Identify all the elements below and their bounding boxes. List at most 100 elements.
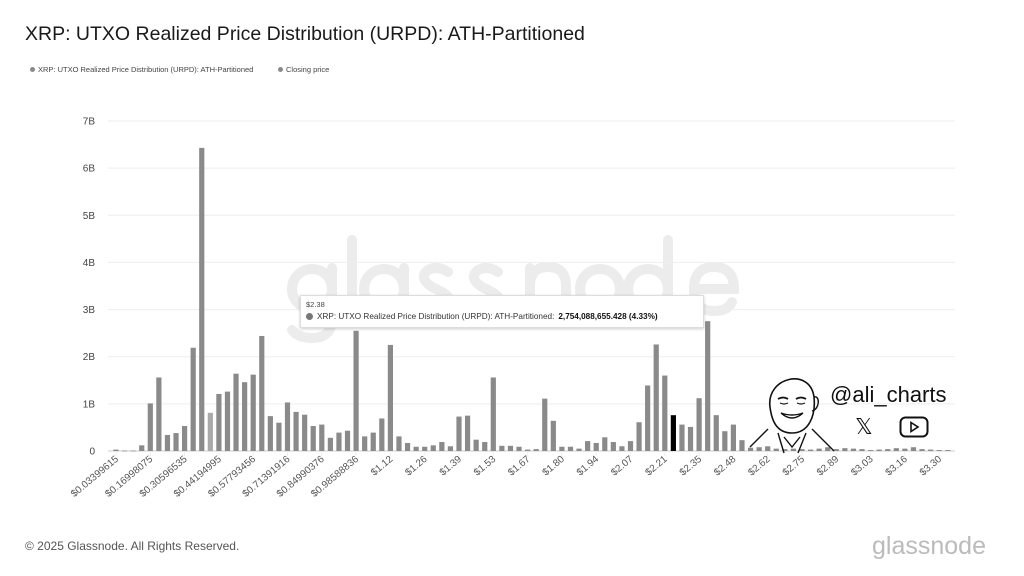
bar[interactable] xyxy=(910,447,917,451)
bar[interactable] xyxy=(799,449,805,451)
bar[interactable] xyxy=(396,436,402,451)
bar[interactable] xyxy=(559,446,565,451)
bar[interactable] xyxy=(242,382,248,451)
bar[interactable] xyxy=(276,422,282,451)
bar[interactable] xyxy=(310,426,316,451)
bar[interactable] xyxy=(353,330,359,451)
bar[interactable] xyxy=(190,347,196,451)
bar[interactable] xyxy=(576,448,582,451)
bar[interactable] xyxy=(507,445,514,451)
bar[interactable] xyxy=(302,414,308,451)
bar[interactable] xyxy=(199,147,205,451)
bar[interactable] xyxy=(439,442,445,451)
bar[interactable] xyxy=(627,441,634,451)
bar[interactable] xyxy=(593,442,599,451)
bar[interactable] xyxy=(473,439,479,451)
bar[interactable] xyxy=(387,344,393,451)
bar[interactable] xyxy=(542,398,548,451)
bar[interactable] xyxy=(156,377,162,451)
bar[interactable] xyxy=(730,424,736,451)
youtube-icon[interactable] xyxy=(899,416,929,438)
bar[interactable] xyxy=(902,448,908,451)
bar[interactable] xyxy=(705,321,711,451)
bar[interactable] xyxy=(413,446,419,451)
bar[interactable] xyxy=(362,436,368,451)
bar[interactable] xyxy=(859,449,865,451)
bar[interactable] xyxy=(850,448,857,451)
bar[interactable] xyxy=(121,450,128,452)
bar[interactable] xyxy=(516,446,522,451)
bar[interactable] xyxy=(662,375,668,451)
bar[interactable] xyxy=(113,449,119,451)
bar[interactable] xyxy=(344,430,351,451)
bar[interactable] xyxy=(919,449,925,451)
bar[interactable] xyxy=(893,448,899,451)
bar[interactable] xyxy=(653,344,659,451)
bar[interactable] xyxy=(687,426,694,451)
bar[interactable] xyxy=(807,449,814,451)
bar[interactable] xyxy=(619,446,625,451)
bar[interactable] xyxy=(379,418,385,451)
bar[interactable] xyxy=(765,446,771,451)
legend-item-closing-price[interactable]: Closing price xyxy=(278,65,329,74)
bar[interactable] xyxy=(499,445,505,451)
bar[interactable] xyxy=(233,373,239,451)
bar[interactable] xyxy=(825,447,831,451)
bar[interactable] xyxy=(404,442,411,451)
bar[interactable] xyxy=(945,450,951,451)
bar[interactable] xyxy=(490,377,496,451)
bar[interactable] xyxy=(679,424,685,451)
bar[interactable] xyxy=(756,447,762,451)
bar[interactable] xyxy=(610,442,616,451)
bar[interactable] xyxy=(782,449,788,451)
bar[interactable] xyxy=(928,449,934,451)
bar[interactable] xyxy=(250,374,256,451)
bar[interactable] xyxy=(482,442,488,451)
bar[interactable] xyxy=(224,391,231,451)
bar[interactable] xyxy=(585,441,591,451)
bar[interactable] xyxy=(259,335,265,451)
bar[interactable] xyxy=(816,448,822,451)
bar[interactable] xyxy=(833,449,839,451)
bar[interactable] xyxy=(842,448,848,451)
bar[interactable] xyxy=(456,416,462,451)
bar[interactable] xyxy=(207,412,213,451)
bar[interactable] xyxy=(216,393,222,451)
bar[interactable] xyxy=(747,447,754,451)
bar[interactable] xyxy=(284,402,291,451)
bar[interactable] xyxy=(885,449,891,451)
author-handle[interactable]: @ali_charts xyxy=(830,382,947,407)
bar[interactable] xyxy=(164,434,171,451)
bar[interactable] xyxy=(130,450,136,452)
bar[interactable] xyxy=(713,415,719,451)
x-icon[interactable]: 𝕏 xyxy=(855,414,873,439)
bar[interactable] xyxy=(567,446,574,451)
glassnode-logo[interactable]: glassnode xyxy=(872,532,986,560)
bar[interactable] xyxy=(696,398,702,451)
bar[interactable] xyxy=(464,415,471,451)
bar[interactable] xyxy=(422,446,428,451)
bar[interactable] xyxy=(636,422,642,451)
bar[interactable] xyxy=(525,449,531,451)
bar[interactable] xyxy=(370,432,376,451)
bar[interactable] xyxy=(139,445,145,451)
bar[interactable] xyxy=(430,445,436,451)
bar[interactable] xyxy=(267,416,273,451)
bar[interactable] xyxy=(293,411,299,451)
bar[interactable] xyxy=(936,450,942,451)
bar[interactable] xyxy=(645,385,651,451)
bar[interactable] xyxy=(173,433,179,451)
bar[interactable] xyxy=(876,449,882,451)
bar[interactable] xyxy=(447,446,454,451)
legend-item-urpd[interactable]: XRP: UTXO Realized Price Distribution (U… xyxy=(30,65,253,74)
bar[interactable] xyxy=(790,448,797,451)
bar[interactable] xyxy=(722,431,728,451)
bar[interactable] xyxy=(327,437,333,451)
bar[interactable] xyxy=(773,448,779,451)
bar[interactable] xyxy=(147,403,153,451)
bar[interactable] xyxy=(336,432,342,451)
bar[interactable] xyxy=(550,420,556,451)
closing-price-bar[interactable] xyxy=(670,415,676,451)
bar[interactable] xyxy=(319,424,325,451)
bar[interactable] xyxy=(602,437,608,451)
